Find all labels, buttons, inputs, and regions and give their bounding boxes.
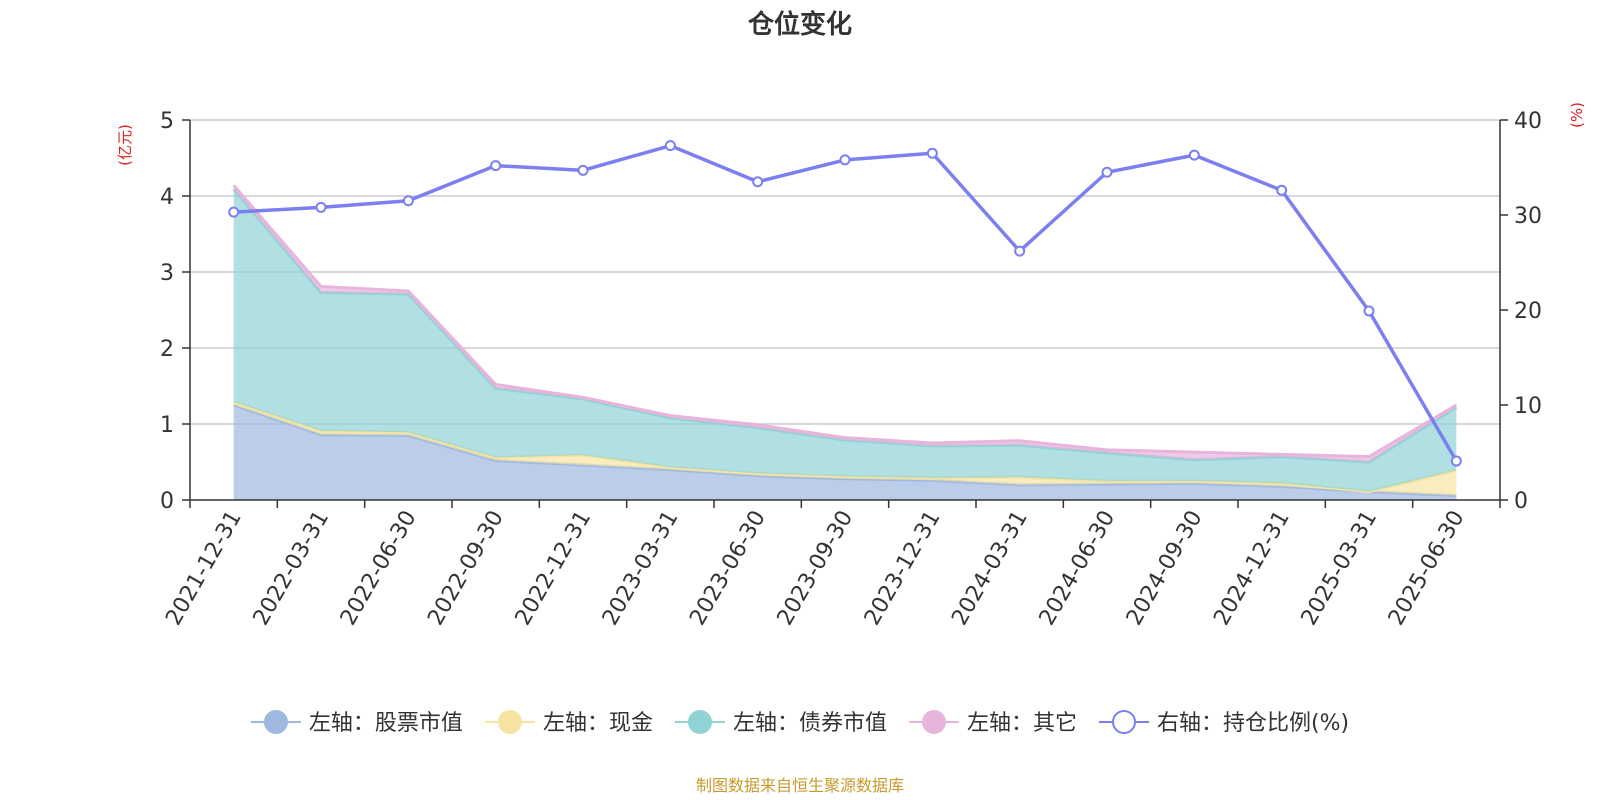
holding-ratio-point <box>1450 455 1462 467</box>
left-axis-tick-label: 2 <box>160 337 174 362</box>
legend-marker-icon <box>1111 710 1136 734</box>
x-axis-tick-label: 2023-09-30 <box>773 507 859 630</box>
left-axis-tick-label: 0 <box>160 489 174 514</box>
legend-marker-icon <box>263 710 288 734</box>
x-axis-tick-label: 2024-09-30 <box>1122 507 1208 630</box>
holding-ratio-point <box>577 164 589 176</box>
holding-ratio-point <box>839 154 851 166</box>
holding-ratio-point <box>402 195 414 207</box>
left-axis-tick-label: 3 <box>160 261 174 286</box>
x-axis-tick-label: 2025-06-30 <box>1384 507 1470 630</box>
x-axis-tick-label: 2024-12-31 <box>1209 507 1295 630</box>
x-axis-tick-label: 2024-03-31 <box>947 507 1033 630</box>
holding-ratio-point <box>1188 149 1200 161</box>
x-axis-tick-label: 2021-12-31 <box>161 507 247 630</box>
legend-item[interactable]: 左轴：现金 <box>484 710 653 736</box>
left-axis-tick-label: 5 <box>160 109 174 134</box>
x-axis-tick-label: 2023-03-31 <box>598 507 684 630</box>
legend-marker-icon <box>687 710 712 734</box>
area-series-1 <box>233 405 1457 500</box>
right-axis-tick-label: 0 <box>1514 489 1528 514</box>
left-axis-unit-label: (亿元) <box>116 124 134 166</box>
right-axis-unit-label: (%) <box>1568 102 1586 128</box>
x-axis-tick-label: 2022-09-30 <box>423 506 509 629</box>
holding-ratio-point <box>1014 245 1026 257</box>
x-axis-tick-label: 2023-06-30 <box>685 507 771 630</box>
holding-ratio-point <box>1101 166 1113 178</box>
area-series-4 <box>233 185 1457 463</box>
legend-item[interactable]: 右轴：持仓比例(%) <box>1098 710 1349 736</box>
x-axis-tick-label: 2022-12-31 <box>511 507 597 630</box>
legend-marker-icon <box>497 710 522 734</box>
legend-marker-icon <box>921 710 946 734</box>
area-series-edge-4 <box>232 184 1458 459</box>
left-axis-tick-label: 4 <box>160 185 174 210</box>
right-axis-tick-label: 20 <box>1514 299 1542 324</box>
x-axis-tick-label: 2022-06-30 <box>336 507 422 630</box>
holding-ratio-point <box>1363 305 1375 317</box>
right-axis-tick-label: 30 <box>1514 204 1542 229</box>
right-axis-tick-label: 10 <box>1514 394 1542 419</box>
holding-ratio-point <box>1276 184 1288 196</box>
holding-ratio-point <box>926 147 938 159</box>
legend-label: 左轴：其它 <box>967 711 1077 736</box>
holding-ratio-point <box>315 201 327 213</box>
legend-label: 右轴：持仓比例(%) <box>1157 711 1349 736</box>
x-axis-tick-label: 2024-06-30 <box>1035 507 1121 630</box>
data-source-note: 制图数据来自恒生聚源数据库 <box>695 776 904 795</box>
holding-ratio-point <box>664 140 676 152</box>
holding-ratio-point <box>228 206 240 218</box>
x-axis-tick-label: 2025-03-31 <box>1297 507 1383 630</box>
holding-ratio-point <box>490 160 502 172</box>
holding-ratio-point <box>752 176 764 188</box>
legend-item[interactable]: 左轴：股票市值 <box>250 710 463 736</box>
legend-item[interactable]: 左轴：其它 <box>908 710 1077 736</box>
legend-item[interactable]: 左轴：债券市值 <box>674 710 887 736</box>
legend-label: 左轴：股票市值 <box>309 711 463 736</box>
x-axis-tick-label: 2022-03-31 <box>249 507 335 630</box>
chart-title: 仓位变化 <box>747 10 852 40</box>
legend-label: 左轴：债券市值 <box>733 711 887 736</box>
left-axis-tick-label: 1 <box>160 413 174 438</box>
x-axis-tick-label: 2023-12-31 <box>860 506 946 629</box>
area-series-3 <box>233 189 1457 492</box>
right-axis-tick-label: 40 <box>1514 109 1542 134</box>
legend-label: 左轴：现金 <box>543 711 653 736</box>
